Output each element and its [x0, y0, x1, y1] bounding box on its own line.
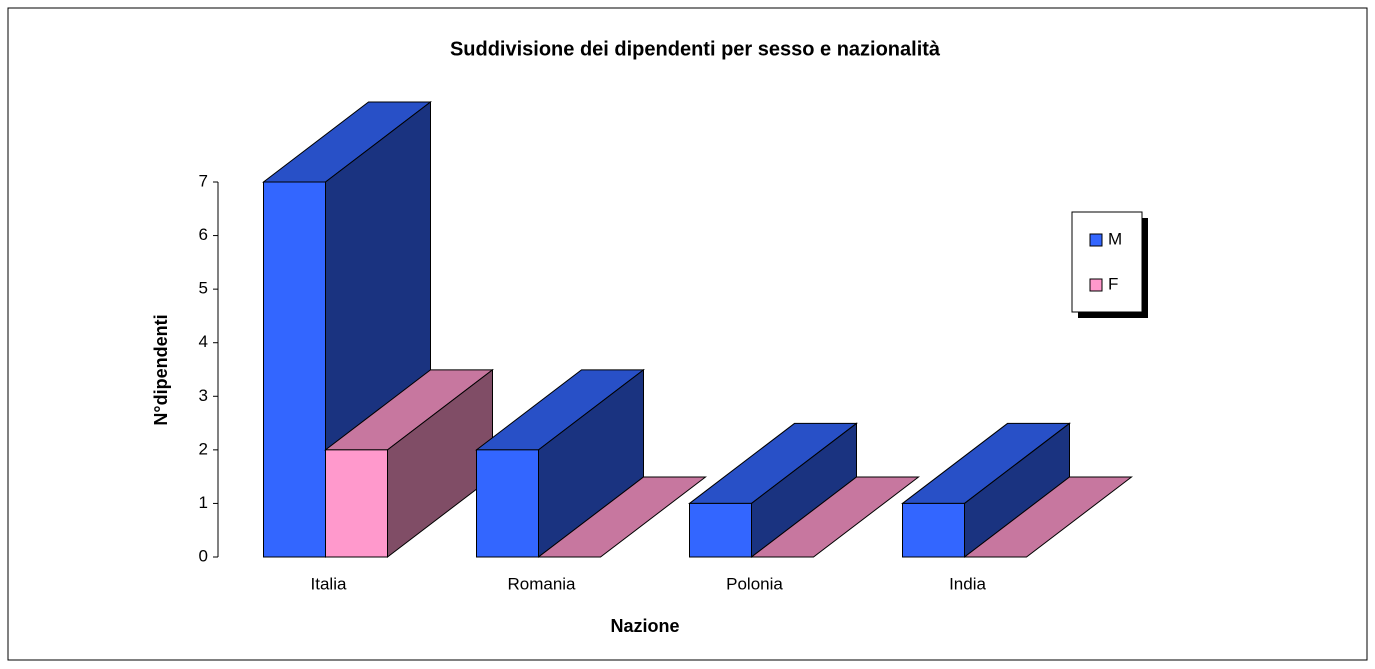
chart-frame: [7, 7, 1368, 661]
x-tick-label: Romania: [507, 574, 576, 593]
bar: [263, 181, 326, 558]
y-tick-label: 7: [199, 171, 208, 190]
y-tick-label: 0: [199, 546, 208, 565]
y-tick-label: 5: [199, 279, 208, 298]
x-tick-label: India: [949, 574, 986, 593]
bar: [689, 502, 752, 558]
y-tick-label: 4: [199, 332, 208, 351]
y-tick-label: 6: [199, 225, 208, 244]
y-tick-label: 3: [199, 386, 208, 405]
y-tick-label: 2: [199, 439, 208, 458]
y-tick-label: 1: [199, 493, 208, 512]
legend-swatch: [1089, 233, 1103, 247]
bar-top: [537, 476, 707, 558]
x-tick-label: Polonia: [726, 574, 783, 593]
bar: [476, 449, 539, 558]
y-axis-title: N°dipendenti: [151, 314, 171, 425]
bar: [325, 449, 388, 558]
x-axis-title: Nazione: [610, 616, 679, 636]
bar-top: [750, 476, 920, 558]
legend: [1071, 211, 1143, 313]
x-tick-label: Italia: [311, 574, 347, 593]
legend-swatch: [1089, 278, 1103, 292]
bar-top: [963, 476, 1133, 558]
legend-label: M: [1108, 229, 1122, 248]
chart-title: Suddivisione dei dipendenti per sesso e …: [450, 38, 941, 60]
legend-label: F: [1108, 274, 1118, 293]
bar: [902, 502, 965, 558]
